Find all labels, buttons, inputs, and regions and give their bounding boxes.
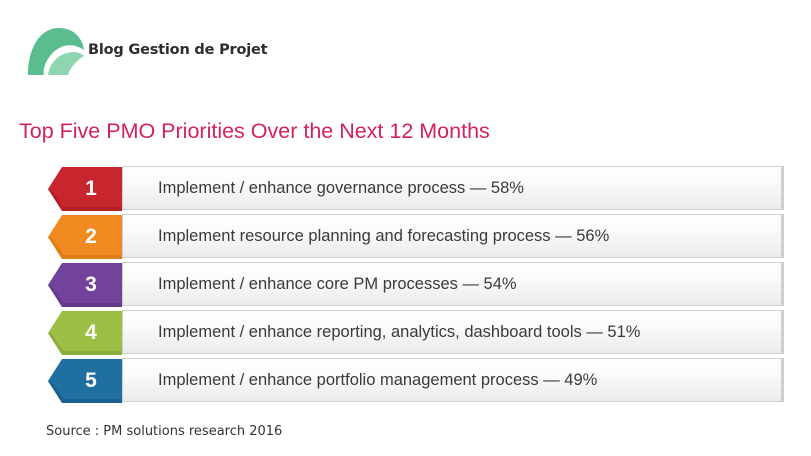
rank-badge: 1 bbox=[48, 167, 122, 211]
brand-name: Blog Gestion de Projet bbox=[88, 42, 268, 58]
priority-row-1: 1 Implement / enhance governance process … bbox=[48, 166, 786, 212]
priority-row-4: 4 Implement / enhance reporting, analytic… bbox=[48, 310, 786, 356]
priority-text: Implement resource planning and forecast… bbox=[158, 227, 610, 245]
priority-text: Implement / enhance governance process —… bbox=[158, 179, 524, 197]
brand-logo[interactable]: Blog Gestion de Projet bbox=[26, 26, 268, 78]
rank-number: 1 bbox=[85, 177, 97, 200]
priority-text: Implement / enhance core PM processes — … bbox=[158, 275, 517, 293]
rank-badge: 5 bbox=[48, 359, 122, 403]
green-leaf-logo-icon bbox=[28, 28, 84, 75]
source-note: Source : PM solutions research 2016 bbox=[46, 424, 283, 439]
priority-bar: Implement resource planning and forecast… bbox=[122, 214, 784, 258]
rank-number: 4 bbox=[85, 321, 97, 344]
rank-number: 2 bbox=[85, 225, 97, 248]
page-title: Top Five PMO Priorities Over the Next 12… bbox=[19, 119, 490, 143]
priority-bar: Implement / enhance core PM processes — … bbox=[122, 262, 784, 306]
rank-number: 5 bbox=[85, 369, 97, 392]
priority-bar: Implement / enhance governance process —… bbox=[122, 166, 784, 210]
priority-row-3: 3 Implement / enhance core PM processes —… bbox=[48, 262, 786, 308]
rank-number: 3 bbox=[85, 273, 97, 296]
rank-badge: 4 bbox=[48, 311, 122, 355]
priority-text: Implement / enhance reporting, analytics… bbox=[158, 323, 641, 341]
priority-bar: Implement / enhance reporting, analytics… bbox=[122, 310, 784, 354]
rank-badge: 3 bbox=[48, 263, 122, 307]
rank-badge: 2 bbox=[48, 215, 122, 259]
priority-row-2: 2 Implement resource planning and forecas… bbox=[48, 214, 786, 260]
priority-bar: Implement / enhance portfolio management… bbox=[122, 358, 784, 402]
priority-row-5: 5 Implement / enhance portfolio managemen… bbox=[48, 358, 786, 404]
priority-text: Implement / enhance portfolio management… bbox=[158, 371, 598, 389]
